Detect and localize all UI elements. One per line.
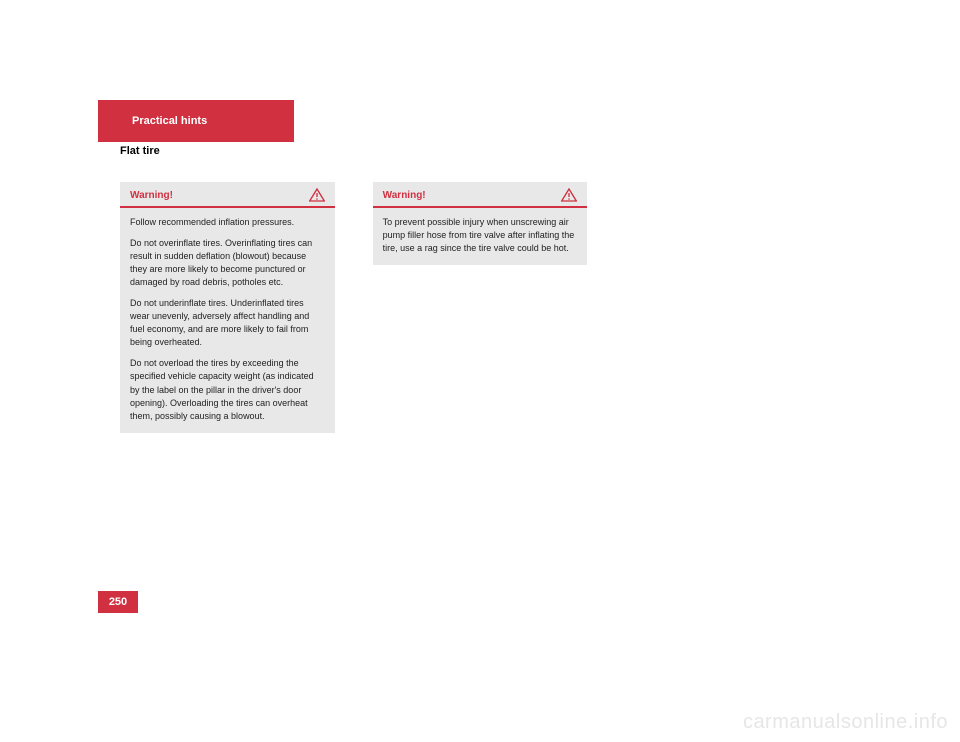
warning-text: Do not overinflate tires. Overinflating … [130,237,325,289]
warning-header: Warning! [120,182,335,208]
section-subhead: Flat tire [120,145,160,157]
warning-text: Do not overload the tires by exceeding t… [130,357,325,422]
warning-text: Follow recommended inflation pressures. [130,216,325,229]
section-title: Practical hints [132,115,207,127]
warning-triangle-icon [561,188,577,202]
content-columns: Warning! Follow recommended inflation pr… [120,182,840,433]
warning-text: Do not underinflate tires. Underinflated… [130,297,325,349]
warning-box: Warning! To prevent possible injury when… [373,182,588,265]
warning-body: Follow recommended inflation pressures. … [120,208,335,433]
column-2: Warning! To prevent possible injury when… [373,182,588,433]
warning-body: To prevent possible injury when unscrewi… [373,208,588,265]
column-3 [625,182,840,433]
warning-title: Warning! [130,190,173,201]
page-number-tab: 250 [98,591,138,613]
warning-title: Warning! [383,190,426,201]
warning-box: Warning! Follow recommended inflation pr… [120,182,335,433]
section-tab: Practical hints [98,100,294,142]
page-number: 250 [109,596,127,608]
warning-text: To prevent possible injury when unscrewi… [383,216,578,255]
watermark-text: carmanualsonline.info [743,711,948,734]
warning-header: Warning! [373,182,588,208]
column-1: Warning! Follow recommended inflation pr… [120,182,335,433]
warning-triangle-icon [309,188,325,202]
